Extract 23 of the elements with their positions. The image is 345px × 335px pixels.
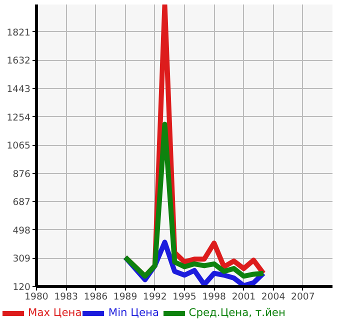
- x-tick-label: 1983: [54, 292, 78, 302]
- legend-label: Max Цена: [28, 306, 82, 319]
- y-tick-label: 1443: [6, 84, 31, 95]
- y-tick-label: 498: [12, 225, 31, 236]
- y-tick-label: 1065: [6, 140, 31, 152]
- legend-label: Min Цена: [108, 306, 160, 319]
- x-tick-label: 2007: [291, 292, 315, 302]
- x-tick-label: 1992: [143, 292, 167, 302]
- y-tick-label: 1254: [6, 112, 31, 124]
- y-tick-label: 687: [12, 197, 31, 208]
- x-tick-label: 2001: [232, 292, 256, 302]
- x-tick-label: 1989: [113, 292, 138, 302]
- x-tick-label: 1998: [202, 292, 226, 302]
- legend-label: Сред.Цена, т.йен: [188, 306, 286, 319]
- y-tick-label: 120: [12, 282, 31, 293]
- x-tick-label: 1986: [84, 292, 108, 302]
- x-tick-label: 2004: [261, 292, 286, 302]
- x-tick-label: 1995: [172, 292, 196, 302]
- y-tick-label: 309: [12, 254, 31, 265]
- y-tick-label: 876: [12, 168, 31, 180]
- x-tick-label: 1980: [24, 292, 48, 302]
- y-tick-label: 1632: [6, 56, 31, 67]
- y-tick-label: 1821: [6, 27, 31, 38]
